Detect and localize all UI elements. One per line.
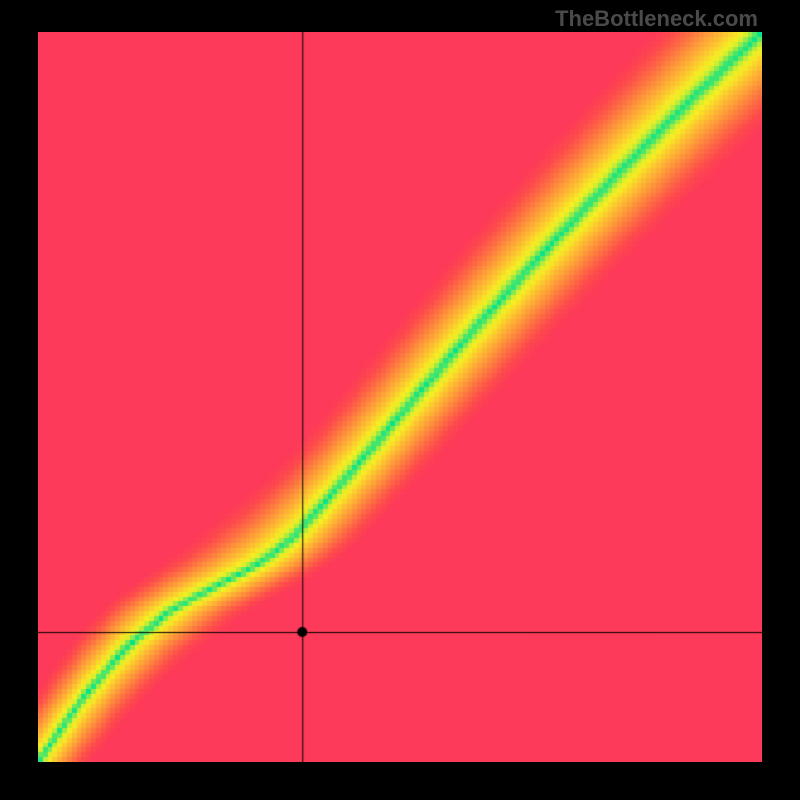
chart-container: TheBottleneck.com bbox=[0, 0, 800, 800]
watermark-text: TheBottleneck.com bbox=[555, 6, 758, 32]
bottleneck-heatmap bbox=[38, 32, 762, 762]
